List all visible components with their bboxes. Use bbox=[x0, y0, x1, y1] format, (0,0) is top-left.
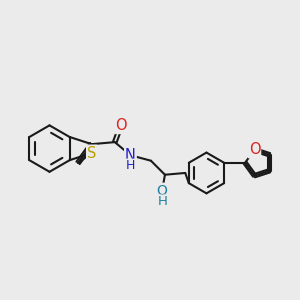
Text: N: N bbox=[125, 148, 136, 163]
Text: O: O bbox=[249, 142, 260, 157]
Text: S: S bbox=[87, 146, 96, 160]
Text: H: H bbox=[126, 160, 135, 172]
Text: O: O bbox=[115, 118, 127, 133]
Text: H: H bbox=[158, 195, 167, 208]
Text: O: O bbox=[157, 184, 167, 198]
